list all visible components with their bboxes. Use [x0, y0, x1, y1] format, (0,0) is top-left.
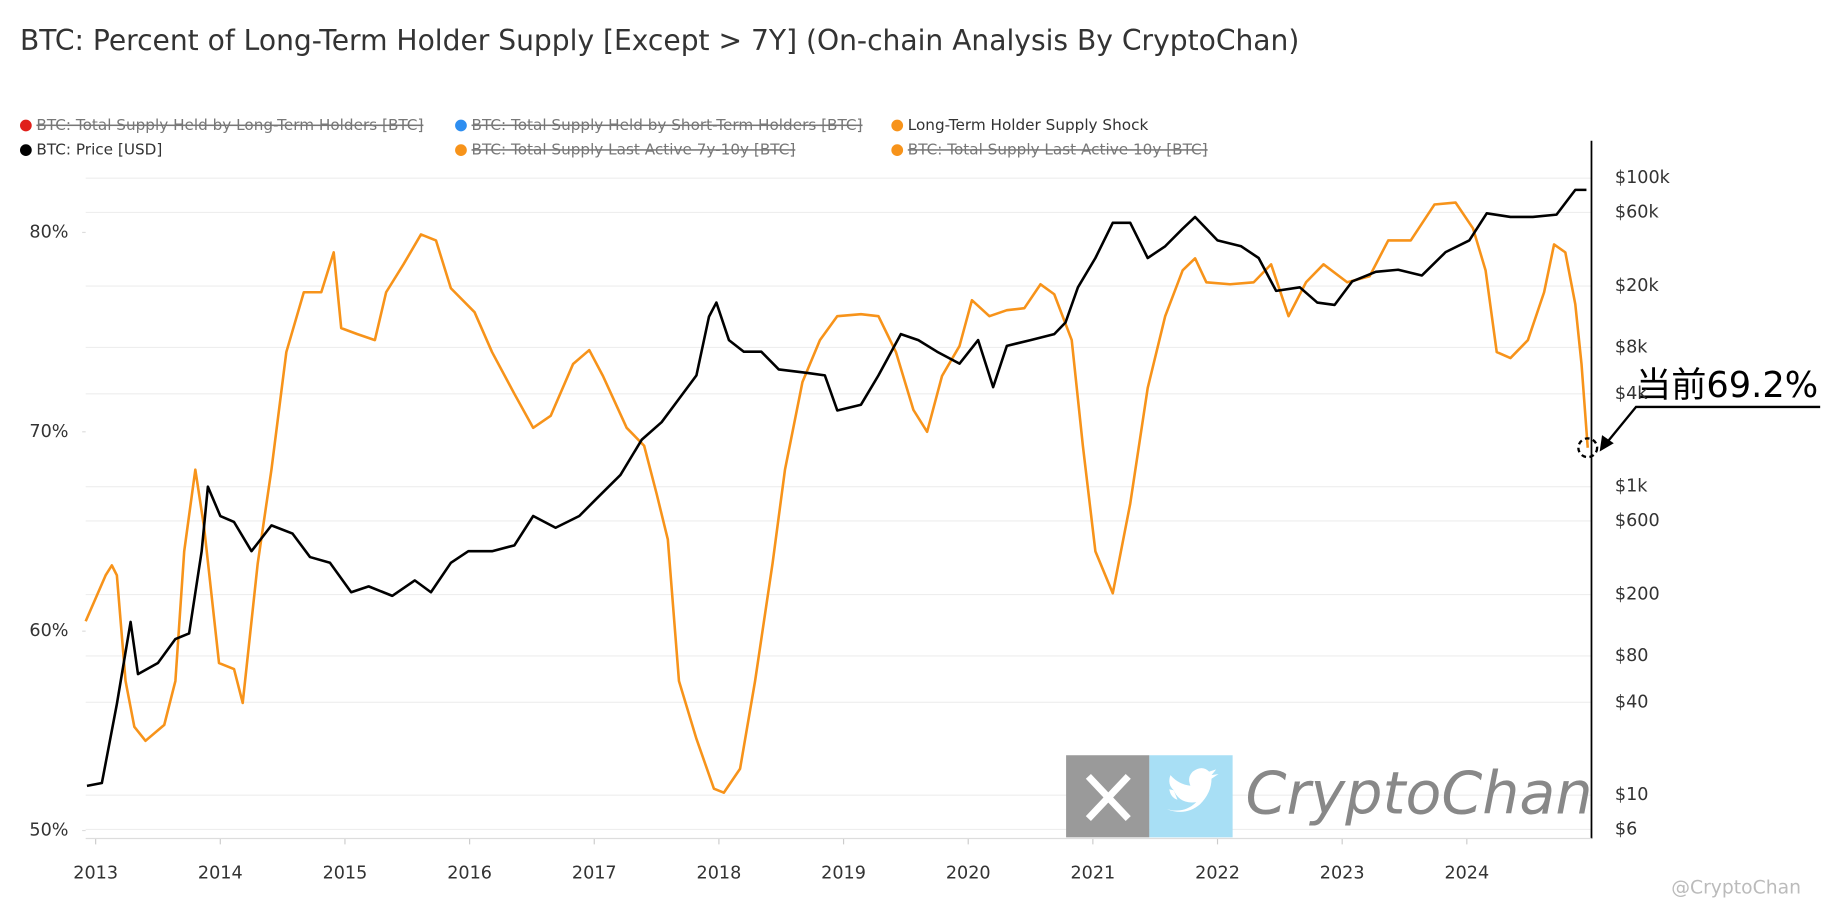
- x-tick-label: 2021: [1070, 864, 1115, 884]
- y-tick-label: 60%: [29, 621, 68, 641]
- legend-marker: [891, 119, 904, 132]
- y-tick-label: 80%: [29, 222, 68, 242]
- legend-marker: [455, 144, 467, 156]
- y-tick-label: 70%: [29, 422, 68, 442]
- chart-title: BTC: Percent of Long-Term Holder Supply …: [20, 24, 1299, 57]
- x-tick-label: 2024: [1444, 864, 1489, 884]
- legend-label: BTC: Total Supply Last Active 10y [BTC]: [908, 141, 1208, 159]
- watermark-text: CryptoChan: [1246, 760, 1593, 828]
- legend-marker: [891, 144, 904, 156]
- legend-label: BTC: Price [USD]: [36, 141, 162, 159]
- x-tick-label: 2023: [1320, 864, 1365, 884]
- x-tick-label: 2013: [73, 864, 118, 884]
- y2-tick-label: $200: [1615, 585, 1660, 605]
- y2-tick-label: $8k: [1615, 337, 1648, 357]
- watermark-logo: [1066, 755, 1233, 838]
- x-tick-label: 2019: [821, 864, 866, 884]
- series-line: [84, 201, 1590, 794]
- x-tick-label: 2016: [447, 864, 492, 884]
- legend-marker: [20, 119, 32, 132]
- y2-tick-label: $40: [1615, 692, 1649, 712]
- legend-label: Long-Term Holder Supply Shock: [908, 116, 1149, 134]
- y2-tick-label: $60k: [1615, 202, 1660, 222]
- credit: @CryptoChan: [1671, 877, 1801, 898]
- y2-tick-label: $20k: [1615, 276, 1660, 296]
- series-line: [86, 188, 1587, 788]
- x-tick-label: 2018: [697, 864, 742, 884]
- annotation-arrow: [1599, 405, 1821, 452]
- x-tick-label: 2020: [946, 864, 991, 884]
- x-tick-label: 2014: [198, 864, 243, 884]
- y2-tick-label: $600: [1615, 511, 1660, 531]
- y2-tick-label: $4k: [1615, 384, 1648, 404]
- legend-label: BTC: Total Supply Held by Short-Term Hol…: [472, 116, 863, 134]
- current-point: [1577, 437, 1599, 459]
- y2-tick-label: $80: [1615, 646, 1649, 666]
- legend-marker: [20, 144, 32, 156]
- legend-marker: [455, 119, 467, 132]
- x-tick-label: 2017: [572, 864, 617, 884]
- y2-tick-label: $10: [1615, 785, 1649, 805]
- legend-label: BTC: Total Supply Held by Long-Term Hold…: [36, 116, 423, 134]
- x-tick-label: 2022: [1195, 864, 1240, 884]
- legend-label: BTC: Total Supply Last Active 7y-10y [BT…: [472, 141, 796, 159]
- x-tick-label: 2015: [323, 864, 368, 884]
- y2-tick-label: $1k: [1615, 477, 1648, 497]
- y2-tick-label: $100k: [1615, 168, 1671, 188]
- annotation: 当前69.2%: [1636, 365, 1818, 406]
- y2-tick-label: $6: [1615, 819, 1637, 839]
- y-tick-label: 50%: [29, 821, 68, 841]
